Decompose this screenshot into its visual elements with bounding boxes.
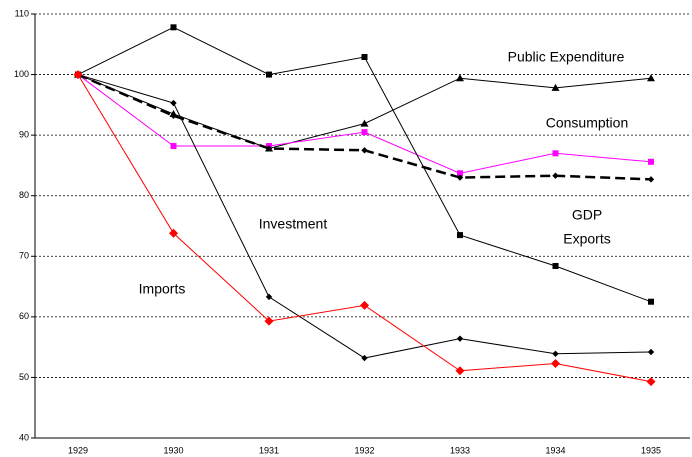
marker (361, 54, 368, 61)
y-tick-label: 70 (19, 251, 29, 261)
marker (360, 119, 369, 127)
marker (361, 147, 368, 154)
x-tick-label: 1929 (68, 445, 88, 455)
x-tick-label: 1932 (354, 445, 374, 455)
series-label: Consumption (546, 115, 629, 131)
x-tick-label: 1931 (259, 445, 279, 455)
y-tick-label: 60 (19, 311, 29, 321)
marker (456, 74, 464, 82)
marker (551, 83, 560, 91)
marker (457, 170, 463, 177)
marker (264, 316, 274, 326)
marker (170, 143, 177, 150)
series-label: GDP (572, 207, 602, 223)
series-label: Investment (259, 216, 328, 232)
series-label: Public Expenditure (508, 49, 625, 65)
marker (456, 335, 464, 342)
y-tick-label: 90 (19, 130, 29, 140)
x-tick-label: 1930 (163, 445, 183, 455)
marker (361, 354, 368, 362)
marker (552, 172, 559, 179)
marker (170, 112, 177, 119)
marker (456, 174, 464, 181)
marker (265, 293, 273, 301)
marker (265, 145, 273, 152)
marker (170, 99, 177, 107)
y-tick-label: 110 (15, 8, 29, 18)
x-tick-label: 1933 (450, 445, 470, 455)
marker (648, 298, 654, 305)
marker (73, 70, 83, 80)
y-tick-label: 100 (14, 69, 29, 79)
marker (266, 71, 272, 78)
marker (360, 300, 369, 310)
marker (551, 358, 560, 368)
marker (647, 176, 655, 183)
marker (646, 377, 656, 387)
marker (647, 348, 655, 356)
y-tick-label: 40 (19, 432, 29, 442)
marker (457, 232, 463, 239)
marker (552, 262, 559, 269)
marker (455, 366, 465, 376)
series-label: Exports (563, 231, 610, 247)
x-tick-label: 1934 (545, 445, 565, 455)
marker (647, 74, 655, 82)
y-tick-label: 80 (19, 190, 29, 200)
x-tick-label: 1935 (641, 445, 661, 455)
marker (648, 158, 654, 165)
y-tick-label: 50 (19, 372, 29, 382)
series-line (77, 26, 652, 303)
marker (169, 228, 178, 238)
series-label: Imports (139, 281, 186, 297)
marker (170, 24, 177, 31)
marker (361, 129, 368, 136)
marker (552, 350, 559, 358)
marker (552, 150, 559, 157)
